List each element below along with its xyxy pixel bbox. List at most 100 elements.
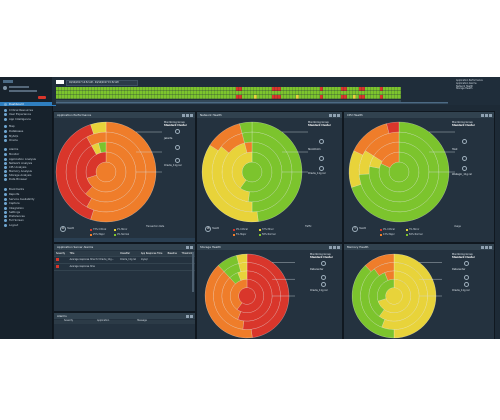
sunburst-segment[interactable] [351,121,450,223]
timeline-cell[interactable] [59,87,62,91]
timeline-cell[interactable] [170,87,173,91]
timeline-cell[interactable] [74,87,77,91]
timeline-cell[interactable] [356,91,359,95]
timeline-cell[interactable] [350,95,353,99]
timeline-cell[interactable] [272,95,275,99]
sunburst-segment[interactable] [236,253,248,264]
timeline-cell[interactable] [131,91,134,95]
sidebar-item[interactable]: Memory Analysis [4,169,32,173]
timeline-cell[interactable] [311,95,314,99]
timeline-cell[interactable] [224,91,227,95]
timeline-cell[interactable] [86,95,89,99]
timeline-cell[interactable] [323,87,326,91]
timeline-cell[interactable] [263,95,266,99]
timeline-cell[interactable] [371,95,374,99]
timeline-cell[interactable] [320,95,323,99]
settings-icon[interactable] [329,245,332,249]
sidebar-item[interactable]: Preferences [4,214,25,218]
timeline-cell[interactable] [239,95,242,99]
timeline-cell[interactable] [143,91,146,95]
timeline-cell[interactable] [110,87,113,91]
timeline-cell[interactable] [161,95,164,99]
timeline-cell[interactable] [341,91,344,95]
timeline-cell[interactable] [110,91,113,95]
timeline-cell[interactable] [347,91,350,95]
timeline-cell[interactable] [203,95,206,99]
timeline-cell[interactable] [383,91,386,95]
sidebar-item[interactable]: User Experience [4,112,31,116]
timeline-cell[interactable] [164,95,167,99]
timeline-cell[interactable] [251,91,254,95]
timeline-cell[interactable] [68,91,71,95]
timeline-cell[interactable] [338,87,341,91]
sidebar-item[interactable]: Data Browser [4,177,27,181]
sunburst-chart[interactable] [197,112,342,242]
timeline-cell[interactable] [380,95,383,99]
timeline-cell[interactable] [398,91,401,95]
timeline-cell[interactable] [359,95,362,99]
column-header[interactable]: Classifier [118,251,139,257]
timeline-cell[interactable] [260,95,263,99]
expand-icon[interactable] [485,113,488,117]
timeline-cell[interactable] [320,91,323,95]
timeline-cell[interactable] [245,91,248,95]
timeline-cell[interactable] [173,95,176,99]
timeline-cell[interactable] [287,95,290,99]
timeline-cell[interactable] [344,91,347,95]
timeline-cell[interactable] [323,91,326,95]
timeline-cell[interactable] [260,91,263,95]
timeline-cell[interactable] [137,87,140,91]
timeline-cell[interactable] [92,95,95,99]
timeline-cell[interactable] [164,91,167,95]
timeline-cell[interactable] [329,87,332,91]
close-icon[interactable] [190,314,193,318]
timeline-cell[interactable] [137,95,140,99]
timeline-cell[interactable] [122,95,125,99]
timeline-cell[interactable] [311,91,314,95]
timeline-cell[interactable] [335,87,338,91]
timeline-cell[interactable] [185,87,188,91]
drill-node-icon[interactable] [321,275,326,280]
timeline-cell[interactable] [221,95,224,99]
timeline-cell[interactable] [302,87,305,91]
timeline-cell[interactable] [125,95,128,99]
timeline-cell[interactable] [188,87,191,91]
timeline-cell[interactable] [251,95,254,99]
settings-icon[interactable] [182,113,185,117]
timeline-cell[interactable] [242,95,245,99]
table-row[interactable]: Average response time [54,263,195,271]
timeline-cell[interactable] [251,87,254,91]
timeline-cell[interactable] [212,95,215,99]
timeline-cell[interactable] [95,95,98,99]
timeline-cell[interactable] [185,95,188,99]
timeline-cell[interactable] [131,87,134,91]
sidebar-item[interactable]: MySQL [4,134,18,138]
timeline-cell[interactable] [71,95,74,99]
timeline-cell[interactable] [341,95,344,99]
timeline-cell[interactable] [182,87,185,91]
sunburst-chart[interactable] [54,112,195,242]
timeline-cell[interactable] [140,87,143,91]
timeline-cell[interactable] [80,95,83,99]
timeline-cell[interactable] [116,91,119,95]
sunburst-segment[interactable] [239,121,253,134]
sunburst-chart[interactable] [344,244,494,339]
timeline-cell[interactable] [233,95,236,99]
drill-node-icon[interactable] [464,275,469,280]
timeline-cell[interactable] [296,95,299,99]
timeline-cell[interactable] [314,87,317,91]
timeline-cell[interactable] [95,87,98,91]
timeline-cell[interactable] [269,87,272,91]
timeline-cell[interactable] [101,91,104,95]
drill-node-icon[interactable] [175,129,180,134]
timeline-cell[interactable] [164,87,167,91]
timeline-cell[interactable] [161,91,164,95]
timeline-cell[interactable] [218,95,221,99]
timeline-cell[interactable] [143,87,146,91]
timeline-cell[interactable] [71,91,74,95]
expand-icon[interactable] [186,113,189,117]
timeline-cell[interactable] [314,95,317,99]
scrollbar[interactable] [192,252,194,292]
timeline-cell[interactable] [371,87,374,91]
timeline-cell[interactable] [170,95,173,99]
